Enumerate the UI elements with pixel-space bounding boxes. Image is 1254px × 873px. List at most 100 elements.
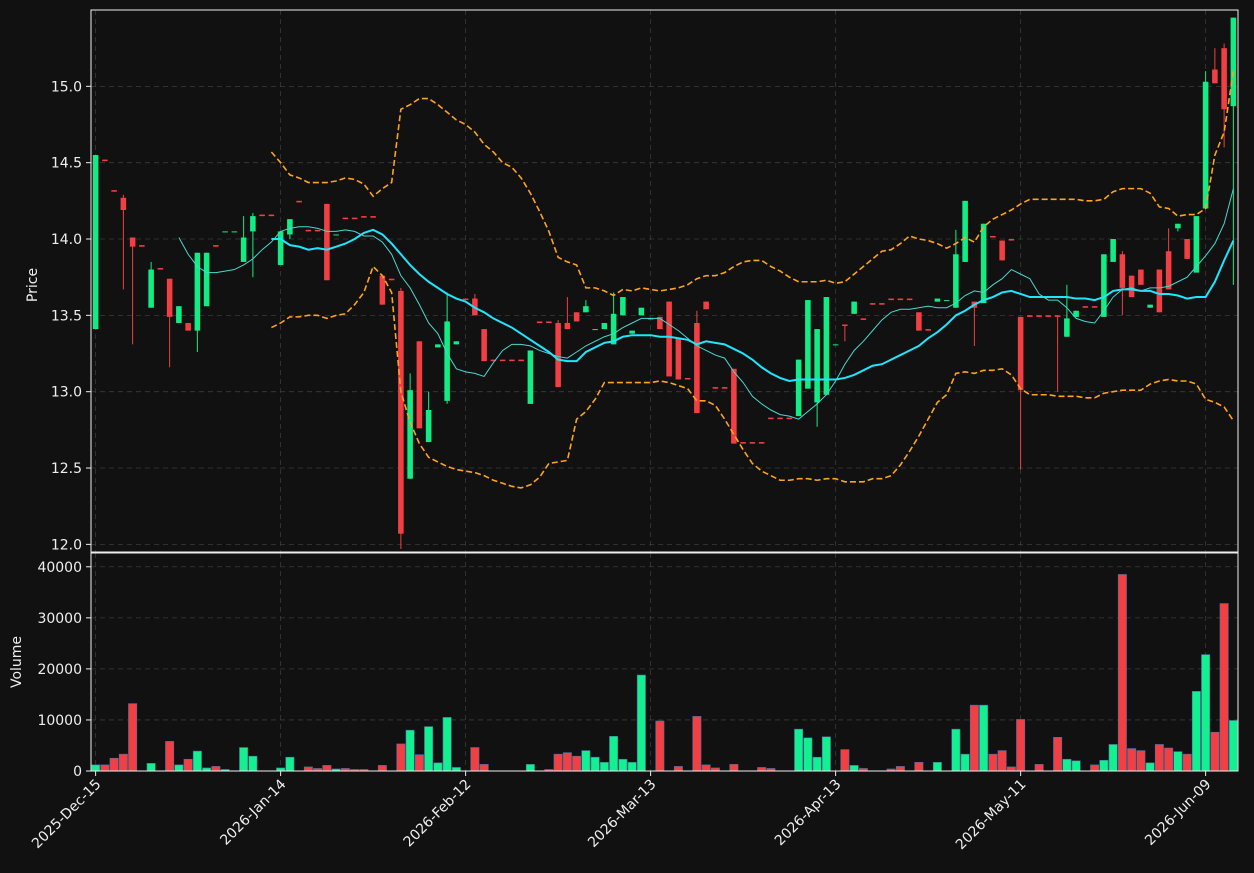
candle-body xyxy=(92,155,99,330)
volume-bar xyxy=(803,737,813,772)
candle-body xyxy=(462,298,469,301)
volume-bar xyxy=(109,757,119,772)
volume-bar xyxy=(1182,753,1192,772)
candle-body xyxy=(657,316,663,330)
candle-body xyxy=(1212,69,1218,84)
candle-body xyxy=(832,344,839,346)
volume-bar xyxy=(405,729,415,772)
candle-body xyxy=(638,307,645,316)
indicator-line xyxy=(271,265,1235,489)
candle-body xyxy=(1230,17,1237,107)
volume-bar xyxy=(128,703,138,772)
volume-bar xyxy=(572,755,582,772)
volume-bar xyxy=(590,756,600,772)
candle-body xyxy=(925,329,931,331)
candle-body xyxy=(1036,315,1042,317)
volume-bar xyxy=(581,750,591,772)
candle-body xyxy=(277,231,284,265)
candle-body xyxy=(1138,269,1144,285)
candle-body xyxy=(731,368,737,444)
volume-bar xyxy=(1154,744,1164,772)
candle-body xyxy=(601,322,608,330)
volume-bar xyxy=(840,749,850,772)
candle-body xyxy=(370,216,376,218)
candle-body xyxy=(166,278,173,317)
candle-body xyxy=(1184,239,1190,259)
candle-body xyxy=(435,344,441,348)
candle-body xyxy=(1045,315,1052,317)
candle-body xyxy=(934,298,941,302)
candle-body xyxy=(629,330,635,334)
volume-bar xyxy=(211,766,221,772)
candle-body xyxy=(194,252,201,331)
candle-body xyxy=(999,240,1005,261)
volume-bar xyxy=(627,762,637,772)
candle-body xyxy=(324,203,330,281)
candle-body xyxy=(1156,269,1163,313)
candle-body xyxy=(342,217,349,220)
volume-bar xyxy=(118,753,128,772)
y-axis-title: Volume xyxy=(9,636,25,688)
candle-body xyxy=(1064,318,1070,337)
candle-body xyxy=(102,159,108,162)
volume-bar xyxy=(997,750,1007,772)
volume-bar xyxy=(165,741,175,772)
candle-body xyxy=(583,306,589,313)
volume-bar xyxy=(377,765,387,772)
candle-body xyxy=(222,231,228,233)
y-axis-title: Price xyxy=(25,268,41,302)
y-tick-label: 14.5 xyxy=(51,156,82,172)
volume-bar xyxy=(1117,574,1127,772)
candle-body xyxy=(573,312,580,322)
candle-body xyxy=(851,301,857,314)
candle-body xyxy=(111,190,117,192)
candle-body xyxy=(768,417,774,420)
candle-body xyxy=(231,231,238,233)
candle-body xyxy=(916,312,922,331)
volume-bar xyxy=(1090,764,1100,772)
candle-body xyxy=(388,278,395,281)
candle-body xyxy=(694,322,700,414)
volume-bar xyxy=(414,754,424,772)
candle-body xyxy=(888,298,894,301)
candle-body xyxy=(407,390,413,479)
candle-body xyxy=(1101,254,1107,317)
candle-body xyxy=(805,300,811,389)
candle-body xyxy=(536,321,543,323)
y-tick-label: 12.0 xyxy=(51,537,82,553)
volume-bar xyxy=(1127,748,1137,772)
candle-body xyxy=(860,318,867,320)
candle-body xyxy=(314,229,321,232)
volume-bar xyxy=(1201,654,1211,772)
volume-bar xyxy=(1108,744,1118,772)
y-tick-label: 15.0 xyxy=(51,79,82,95)
volume-bar xyxy=(849,765,859,772)
candle-body xyxy=(176,306,182,323)
volume-bar xyxy=(729,764,739,772)
candle-body xyxy=(416,341,423,429)
y-tick-label: 40000 xyxy=(37,560,82,576)
candle-body xyxy=(749,442,756,444)
volume-bar xyxy=(794,728,804,772)
candle-body xyxy=(675,338,682,380)
candle-body xyxy=(120,197,127,211)
candle-body xyxy=(1128,275,1135,298)
candle-body xyxy=(361,216,367,218)
candle-body xyxy=(564,322,571,330)
candle-body xyxy=(259,214,265,217)
volume-bar xyxy=(1136,750,1146,772)
plot-frame xyxy=(90,9,1239,553)
volume-bar xyxy=(951,728,961,772)
candle-body xyxy=(1027,315,1033,317)
candle-body xyxy=(721,387,728,389)
candle-body xyxy=(1073,310,1079,317)
volume-bar xyxy=(562,752,572,772)
volume-bar xyxy=(553,753,563,772)
candle-body xyxy=(157,268,164,270)
volume-bar xyxy=(433,762,443,772)
candle-body xyxy=(481,329,487,362)
candle-body xyxy=(148,269,154,308)
volume-bar xyxy=(988,753,998,772)
volume-bar xyxy=(479,764,489,772)
